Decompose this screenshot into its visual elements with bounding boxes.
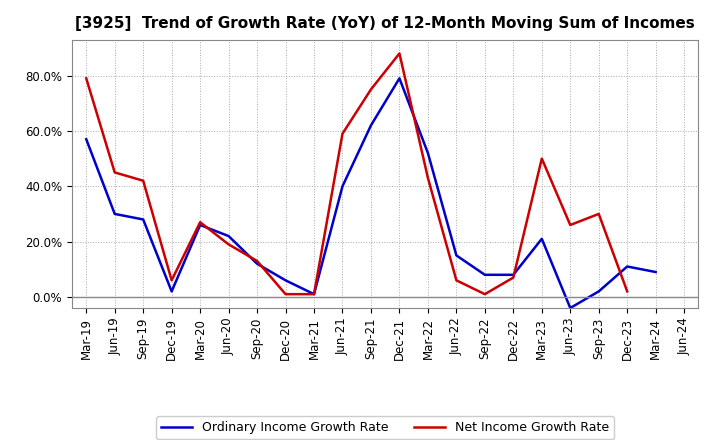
Title: [3925]  Trend of Growth Rate (YoY) of 12-Month Moving Sum of Incomes: [3925] Trend of Growth Rate (YoY) of 12-… xyxy=(76,16,695,32)
Net Income Growth Rate xyxy=(82,76,91,81)
Ordinary Income Growth Rate xyxy=(509,272,518,278)
Ordinary Income Growth Rate xyxy=(480,272,489,278)
Ordinary Income Growth Rate xyxy=(110,211,119,216)
Ordinary Income Growth Rate xyxy=(566,305,575,311)
Ordinary Income Growth Rate xyxy=(139,217,148,222)
Net Income Growth Rate xyxy=(167,278,176,283)
Ordinary Income Growth Rate xyxy=(282,278,290,283)
Net Income Growth Rate xyxy=(537,156,546,161)
Net Income Growth Rate xyxy=(282,292,290,297)
Ordinary Income Growth Rate xyxy=(196,222,204,227)
Ordinary Income Growth Rate xyxy=(537,236,546,242)
Ordinary Income Growth Rate xyxy=(338,183,347,189)
Ordinary Income Growth Rate xyxy=(452,253,461,258)
Ordinary Income Growth Rate xyxy=(366,123,375,128)
Net Income Growth Rate xyxy=(139,178,148,183)
Line: Net Income Growth Rate: Net Income Growth Rate xyxy=(86,53,684,294)
Net Income Growth Rate xyxy=(680,289,688,294)
Net Income Growth Rate xyxy=(225,242,233,247)
Net Income Growth Rate xyxy=(566,222,575,227)
Net Income Growth Rate xyxy=(338,131,347,136)
Ordinary Income Growth Rate xyxy=(310,292,318,297)
Legend: Ordinary Income Growth Rate, Net Income Growth Rate: Ordinary Income Growth Rate, Net Income … xyxy=(156,416,614,439)
Ordinary Income Growth Rate xyxy=(395,76,404,81)
Net Income Growth Rate xyxy=(196,220,204,225)
Ordinary Income Growth Rate xyxy=(253,261,261,266)
Ordinary Income Growth Rate xyxy=(595,289,603,294)
Net Income Growth Rate xyxy=(253,258,261,264)
Ordinary Income Growth Rate xyxy=(82,136,91,142)
Net Income Growth Rate xyxy=(452,278,461,283)
Net Income Growth Rate xyxy=(595,211,603,216)
Net Income Growth Rate xyxy=(310,292,318,297)
Net Income Growth Rate xyxy=(110,170,119,175)
Net Income Growth Rate xyxy=(423,175,432,180)
Ordinary Income Growth Rate xyxy=(623,264,631,269)
Ordinary Income Growth Rate xyxy=(652,269,660,275)
Ordinary Income Growth Rate xyxy=(167,289,176,294)
Net Income Growth Rate xyxy=(480,292,489,297)
Net Income Growth Rate xyxy=(366,87,375,92)
Ordinary Income Growth Rate xyxy=(225,233,233,238)
Net Income Growth Rate xyxy=(395,51,404,56)
Ordinary Income Growth Rate xyxy=(423,150,432,156)
Net Income Growth Rate xyxy=(509,275,518,280)
Net Income Growth Rate xyxy=(623,289,631,294)
Line: Ordinary Income Growth Rate: Ordinary Income Growth Rate xyxy=(86,78,656,308)
